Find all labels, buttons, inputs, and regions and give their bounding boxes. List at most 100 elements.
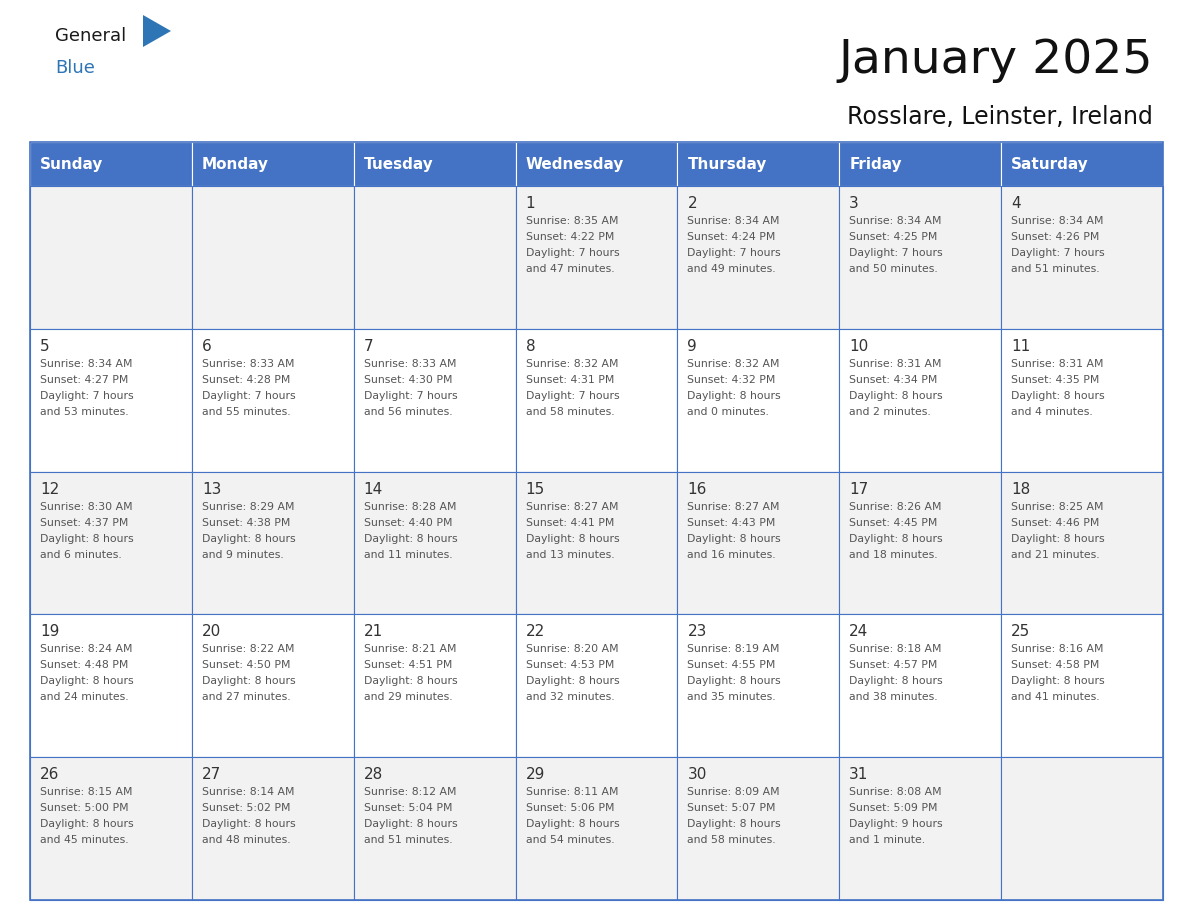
Text: 10: 10 (849, 339, 868, 353)
Text: Sunrise: 8:20 AM: Sunrise: 8:20 AM (525, 644, 618, 655)
Text: Sunset: 4:35 PM: Sunset: 4:35 PM (1011, 375, 1100, 385)
Text: Daylight: 9 hours: Daylight: 9 hours (849, 819, 943, 829)
Bar (191, 472, 354, 614)
Text: 8: 8 (525, 339, 536, 353)
Bar (839, 472, 1001, 614)
Text: and 2 minutes.: and 2 minutes. (849, 407, 931, 417)
Text: Sunset: 5:07 PM: Sunset: 5:07 PM (688, 803, 776, 813)
Text: and 1 minute.: and 1 minute. (849, 835, 925, 845)
Text: and 47 minutes.: and 47 minutes. (525, 264, 614, 274)
Text: Daylight: 8 hours: Daylight: 8 hours (688, 391, 781, 401)
Text: Sunrise: 8:16 AM: Sunrise: 8:16 AM (1011, 644, 1104, 655)
Text: and 0 minutes.: and 0 minutes. (688, 407, 770, 417)
Text: Sunrise: 8:25 AM: Sunrise: 8:25 AM (1011, 501, 1104, 511)
Bar (677, 757, 839, 900)
Text: 7: 7 (364, 339, 373, 353)
Text: Tuesday: Tuesday (364, 156, 434, 172)
Text: 2: 2 (688, 196, 697, 211)
Bar (30, 142, 191, 186)
Text: Sunrise: 8:32 AM: Sunrise: 8:32 AM (525, 359, 618, 369)
Text: and 51 minutes.: and 51 minutes. (1011, 264, 1100, 274)
Bar (1001, 757, 1163, 900)
Text: Sunset: 4:30 PM: Sunset: 4:30 PM (364, 375, 453, 385)
Text: Thursday: Thursday (688, 156, 766, 172)
Bar (1001, 186, 1163, 329)
Text: Daylight: 7 hours: Daylight: 7 hours (525, 248, 619, 258)
Text: and 50 minutes.: and 50 minutes. (849, 264, 939, 274)
Bar (1001, 472, 1163, 614)
Text: 26: 26 (40, 767, 59, 782)
Text: Daylight: 7 hours: Daylight: 7 hours (202, 391, 296, 401)
Polygon shape (143, 15, 171, 47)
Text: Daylight: 7 hours: Daylight: 7 hours (1011, 248, 1105, 258)
Text: Daylight: 7 hours: Daylight: 7 hours (688, 248, 781, 258)
Bar (191, 186, 354, 329)
Text: Sunset: 4:41 PM: Sunset: 4:41 PM (525, 518, 614, 528)
Text: 1: 1 (525, 196, 536, 211)
Text: Sunrise: 8:09 AM: Sunrise: 8:09 AM (688, 788, 781, 797)
Text: Daylight: 7 hours: Daylight: 7 hours (525, 391, 619, 401)
Text: Daylight: 8 hours: Daylight: 8 hours (202, 533, 296, 543)
Text: Wednesday: Wednesday (525, 156, 624, 172)
Text: Sunrise: 8:21 AM: Sunrise: 8:21 AM (364, 644, 456, 655)
Text: Daylight: 8 hours: Daylight: 8 hours (849, 533, 943, 543)
Text: Rosslare, Leinster, Ireland: Rosslare, Leinster, Ireland (847, 105, 1154, 129)
Text: Sunrise: 8:31 AM: Sunrise: 8:31 AM (849, 359, 942, 369)
Text: Sunrise: 8:27 AM: Sunrise: 8:27 AM (525, 501, 618, 511)
Text: Sunset: 4:34 PM: Sunset: 4:34 PM (849, 375, 937, 385)
Bar (191, 757, 354, 900)
Text: Sunset: 4:37 PM: Sunset: 4:37 PM (40, 518, 128, 528)
Bar (677, 329, 839, 472)
Text: Daylight: 8 hours: Daylight: 8 hours (688, 677, 781, 687)
Text: Daylight: 8 hours: Daylight: 8 hours (849, 677, 943, 687)
Text: 17: 17 (849, 482, 868, 497)
Text: Friday: Friday (849, 156, 902, 172)
Text: Saturday: Saturday (1011, 156, 1089, 172)
Text: Sunrise: 8:34 AM: Sunrise: 8:34 AM (849, 216, 942, 226)
Text: Sunrise: 8:33 AM: Sunrise: 8:33 AM (364, 359, 456, 369)
Text: Sunset: 4:45 PM: Sunset: 4:45 PM (849, 518, 937, 528)
Text: Sunrise: 8:24 AM: Sunrise: 8:24 AM (40, 644, 133, 655)
Text: and 9 minutes.: and 9 minutes. (202, 550, 284, 560)
Bar (516, 142, 677, 186)
Text: Sunset: 4:50 PM: Sunset: 4:50 PM (202, 660, 290, 670)
Text: Sunset: 4:51 PM: Sunset: 4:51 PM (364, 660, 453, 670)
Text: and 24 minutes.: and 24 minutes. (40, 692, 128, 702)
Text: Sunrise: 8:19 AM: Sunrise: 8:19 AM (688, 644, 781, 655)
Text: 23: 23 (688, 624, 707, 640)
Bar (354, 142, 516, 186)
Bar (1001, 614, 1163, 757)
Bar (354, 757, 516, 900)
Bar (677, 186, 839, 329)
Bar (1001, 142, 1163, 186)
Text: Daylight: 8 hours: Daylight: 8 hours (202, 819, 296, 829)
Text: 14: 14 (364, 482, 383, 497)
Text: January 2025: January 2025 (839, 38, 1154, 83)
Bar (839, 186, 1001, 329)
Text: and 16 minutes.: and 16 minutes. (688, 550, 776, 560)
Text: and 58 minutes.: and 58 minutes. (525, 407, 614, 417)
Text: Sunrise: 8:34 AM: Sunrise: 8:34 AM (1011, 216, 1104, 226)
Text: Sunset: 4:28 PM: Sunset: 4:28 PM (202, 375, 290, 385)
Bar (677, 614, 839, 757)
Text: Daylight: 7 hours: Daylight: 7 hours (364, 391, 457, 401)
Text: Daylight: 8 hours: Daylight: 8 hours (1011, 391, 1105, 401)
Text: Sunset: 4:43 PM: Sunset: 4:43 PM (688, 518, 776, 528)
Text: Daylight: 8 hours: Daylight: 8 hours (688, 819, 781, 829)
Bar (354, 472, 516, 614)
Text: and 41 minutes.: and 41 minutes. (1011, 692, 1100, 702)
Text: 27: 27 (202, 767, 221, 782)
Text: 20: 20 (202, 624, 221, 640)
Text: Sunset: 4:55 PM: Sunset: 4:55 PM (688, 660, 776, 670)
Text: 21: 21 (364, 624, 383, 640)
Bar (191, 329, 354, 472)
Text: and 58 minutes.: and 58 minutes. (688, 835, 776, 845)
Text: Sunset: 4:53 PM: Sunset: 4:53 PM (525, 660, 614, 670)
Text: Daylight: 8 hours: Daylight: 8 hours (364, 533, 457, 543)
Text: Daylight: 8 hours: Daylight: 8 hours (40, 677, 133, 687)
Text: and 11 minutes.: and 11 minutes. (364, 550, 453, 560)
Text: Sunset: 4:25 PM: Sunset: 4:25 PM (849, 232, 937, 242)
Text: Daylight: 8 hours: Daylight: 8 hours (525, 677, 619, 687)
Text: Sunrise: 8:31 AM: Sunrise: 8:31 AM (1011, 359, 1104, 369)
Text: Sunset: 4:38 PM: Sunset: 4:38 PM (202, 518, 290, 528)
